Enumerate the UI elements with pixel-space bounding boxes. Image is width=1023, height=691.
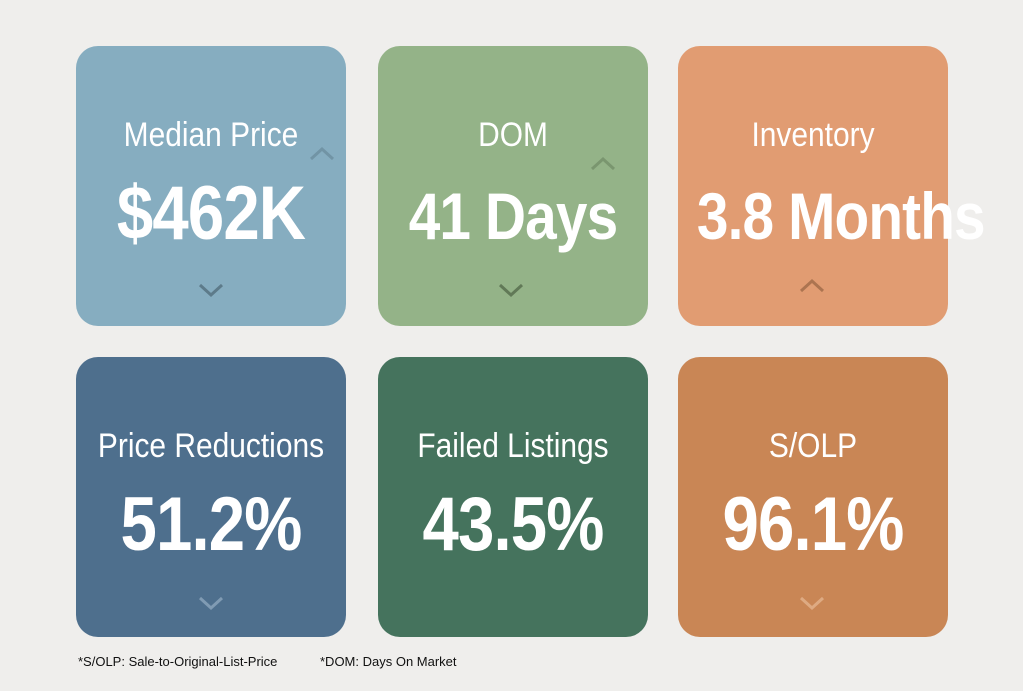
card-label: Median Price — [123, 116, 299, 154]
card-label: Inventory — [751, 116, 875, 154]
median-price-card: Median Price $462K — [76, 46, 346, 326]
chevron-up-icon — [589, 156, 617, 172]
chevron-down-icon — [497, 282, 525, 298]
card-value: 96.1% — [722, 482, 904, 567]
card-label: S/OLP — [768, 427, 858, 465]
failed-listings-card: Failed Listings 43.5% — [378, 357, 648, 637]
solp-card: S/OLP 96.1% — [678, 357, 948, 637]
dom-card: DOM 41 Days — [378, 46, 648, 326]
chevron-up-icon — [798, 278, 826, 294]
card-value: $462K — [116, 171, 306, 256]
card-value: 51.2% — [120, 482, 302, 567]
chevron-down-icon — [197, 282, 225, 298]
card-label: Failed Listings — [417, 427, 609, 465]
inventory-card: Inventory 3.8 Months — [678, 46, 986, 326]
price-reductions-card: Price Reductions 51.2% — [76, 357, 346, 637]
chevron-down-icon — [197, 595, 225, 611]
card-value: 43.5% — [422, 482, 604, 567]
card-value: 41 Days — [408, 179, 618, 253]
chevron-up-icon — [308, 146, 336, 162]
chevron-down-icon — [798, 595, 826, 611]
card-label: Price Reductions — [97, 427, 325, 465]
footnote-dom: *DOM: Days On Market — [320, 654, 457, 669]
footnote-solp: *S/OLP: Sale-to-Original-List-Price — [78, 654, 278, 669]
card-value: 3.8 Months — [696, 179, 986, 253]
card-label: DOM — [478, 116, 548, 154]
